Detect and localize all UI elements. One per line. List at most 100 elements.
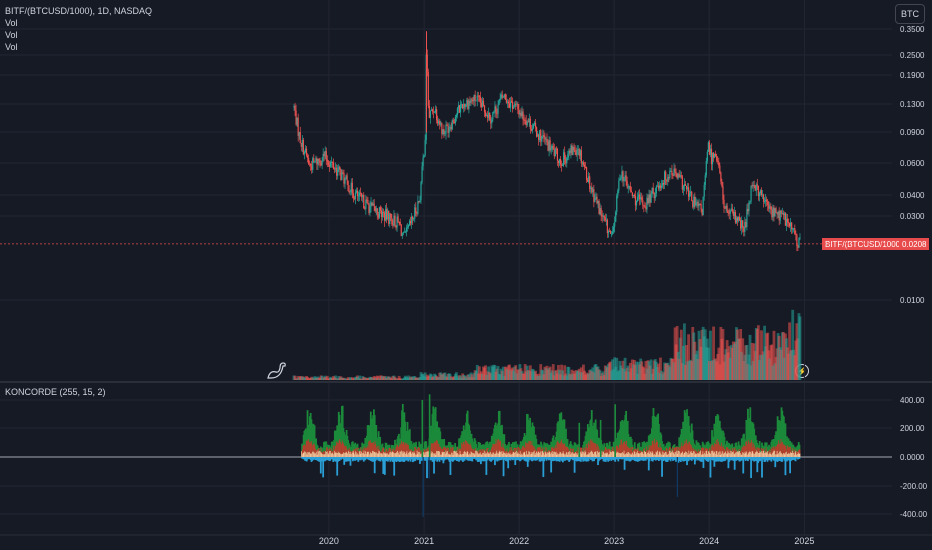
- candle-body: [766, 199, 768, 202]
- candle-body: [316, 158, 318, 165]
- candle-body: [628, 186, 630, 188]
- volume-bar: [598, 370, 602, 380]
- candle-body: [781, 213, 783, 214]
- x-tick-label: 2021: [414, 536, 434, 546]
- candle-body: [753, 184, 755, 186]
- candle-body: [340, 169, 342, 181]
- candle-body: [322, 153, 324, 161]
- candle-body: [379, 207, 382, 211]
- volume-bar: [293, 375, 297, 380]
- candle-body: [622, 171, 624, 181]
- candle-body: [408, 220, 411, 226]
- candle-body: [660, 185, 663, 188]
- candle-body: [728, 213, 730, 214]
- vol-legend-1[interactable]: Vol: [5, 18, 18, 28]
- candle-body: [746, 208, 748, 227]
- candle-body: [736, 217, 739, 221]
- candle-body: [674, 168, 676, 173]
- candle-body: [533, 122, 536, 125]
- candle-body: [365, 199, 367, 209]
- candle-body: [566, 157, 568, 164]
- candle-body: [315, 158, 317, 161]
- candle-body: [538, 134, 540, 141]
- candle-body: [399, 221, 401, 225]
- candle-body: [459, 104, 462, 113]
- candle-body: [790, 222, 792, 227]
- candle-body: [765, 199, 767, 202]
- candle-body: [294, 106, 296, 111]
- candle-body: [732, 211, 734, 216]
- candle-body: [710, 148, 713, 165]
- candle-body: [545, 138, 547, 140]
- candle-body: [668, 176, 670, 178]
- candle-body: [676, 173, 678, 179]
- candle-body: [445, 124, 447, 134]
- candle-body: [491, 119, 493, 124]
- volume-bar: [467, 374, 471, 380]
- candle-body: [304, 148, 307, 153]
- volume-bar: [423, 372, 427, 380]
- candle-body: [741, 220, 743, 229]
- candle-body: [439, 121, 441, 125]
- candle-body: [516, 103, 518, 105]
- candle-body: [394, 215, 396, 226]
- candle-body: [701, 209, 703, 216]
- candle-body: [697, 202, 699, 207]
- vol-legend-3[interactable]: Vol: [5, 42, 18, 52]
- candle-body: [568, 150, 570, 155]
- candle-body: [461, 104, 463, 106]
- tradingview-dino-icon[interactable]: [265, 360, 287, 380]
- candle-body: [635, 201, 638, 206]
- candle-body: [454, 116, 456, 124]
- price-tick-label: 0.2500: [900, 51, 925, 60]
- candle-body: [743, 227, 745, 232]
- candle-body: [679, 175, 681, 177]
- candle-body: [534, 122, 537, 128]
- candle-body: [451, 120, 453, 130]
- candle-body: [484, 111, 487, 117]
- currency-badge[interactable]: BTC: [895, 4, 925, 24]
- candle-body: [706, 151, 708, 161]
- candle-body: [306, 155, 309, 158]
- candle-body: [374, 206, 376, 212]
- candle-body: [443, 129, 445, 135]
- candle-body: [764, 201, 766, 202]
- candle-body: [711, 152, 714, 165]
- candle-body: [529, 118, 531, 129]
- volume-bar: [748, 334, 752, 380]
- candle-body: [720, 172, 722, 182]
- candle-body: [467, 100, 469, 110]
- candle-body: [503, 94, 505, 97]
- candle-body: [734, 212, 737, 223]
- symbol-price-tag: BITF/(BTCUSD/1000): [822, 238, 906, 250]
- candle-body: [590, 187, 592, 190]
- candle-body: [386, 208, 388, 220]
- candle-body: [403, 231, 405, 233]
- volume-bar: [376, 376, 380, 380]
- candle-body: [293, 106, 295, 108]
- candle-body: [768, 205, 770, 209]
- candle-body: [318, 159, 320, 161]
- candle-body: [441, 123, 443, 135]
- candle-body: [507, 101, 510, 104]
- candle-body: [791, 222, 793, 230]
- candle-body: [351, 182, 353, 194]
- vol-legend-2[interactable]: Vol: [5, 30, 18, 40]
- candle-body: [673, 168, 675, 176]
- candle-body: [704, 175, 706, 185]
- candle-body: [664, 171, 666, 185]
- koncorde-legend[interactable]: KONCORDE (255, 15, 2): [5, 387, 106, 397]
- candle-body: [480, 102, 483, 107]
- candle-body: [437, 120, 439, 124]
- volume-bar: [659, 357, 662, 380]
- candle-body: [327, 161, 329, 165]
- volume-bar: [721, 328, 725, 380]
- candle-body: [532, 124, 535, 129]
- candle-body: [745, 221, 747, 227]
- candle-body: [378, 207, 380, 218]
- candle-body: [295, 110, 297, 125]
- candle-body: [762, 194, 765, 202]
- candle-body: [310, 163, 312, 166]
- candle-body: [754, 185, 756, 191]
